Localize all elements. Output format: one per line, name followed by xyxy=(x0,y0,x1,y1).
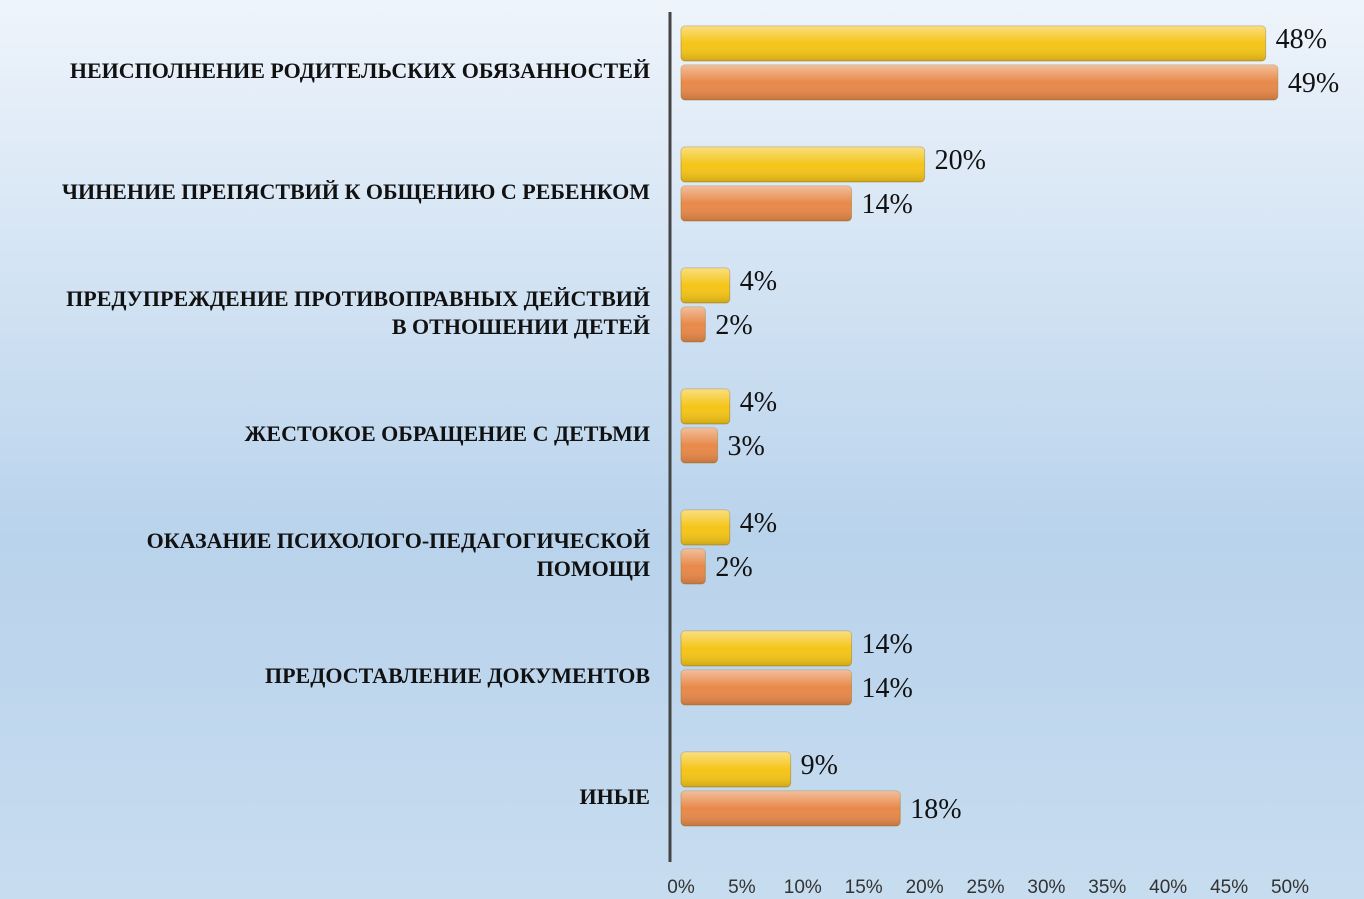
value-label: 2% xyxy=(715,310,752,341)
x-tick-label: 40% xyxy=(1149,877,1187,898)
value-label: 49% xyxy=(1288,68,1339,99)
value-label: 14% xyxy=(862,189,913,220)
bar-shine xyxy=(681,147,925,182)
x-tick-label: 10% xyxy=(784,877,822,898)
bar-shine xyxy=(681,389,730,424)
bar-shine xyxy=(681,670,852,705)
bar-shine xyxy=(681,791,901,826)
bar-shine xyxy=(681,428,718,463)
bar-shine xyxy=(681,268,730,303)
category-label: НЕИСПОЛНЕНИЕ РОДИТЕЛЬСКИХ ОБЯЗАННОСТЕЙ xyxy=(70,58,650,83)
x-tick-label: 0% xyxy=(667,877,695,898)
category-label: ПРЕДУПРЕЖДЕНИЕ ПРОТИВОПРАВНЫХ ДЕЙСТВИЙ В … xyxy=(66,286,650,339)
bar-shine xyxy=(681,186,852,221)
value-label: 2% xyxy=(715,552,752,583)
x-tick-label: 30% xyxy=(1027,877,1065,898)
value-label: 4% xyxy=(740,266,777,297)
x-tick-label: 50% xyxy=(1271,877,1309,898)
category-label: ЧИНЕНИЕ ПРЕПЯСТВИЙ К ОБЩЕНИЮ С РЕБЕНКОМ xyxy=(62,179,650,204)
bar-shine xyxy=(681,26,1266,61)
value-label: 14% xyxy=(862,673,913,704)
x-tick-label: 45% xyxy=(1210,877,1248,898)
category-label: ЖЕСТОКОЕ ОБРАЩЕНИЕ С ДЕТЬМИ xyxy=(245,421,650,446)
value-label: 9% xyxy=(801,750,838,781)
x-tick-label: 25% xyxy=(966,877,1004,898)
bar-shine xyxy=(681,752,791,787)
category-label: ОКАЗАНИЕ ПСИХОЛОГО-ПЕДАГОГИЧЕСКОЙ ПОМОЩИ xyxy=(147,528,650,581)
category-label: ИНЫЕ xyxy=(579,784,650,809)
value-label: 20% xyxy=(935,145,986,176)
x-tick-label: 20% xyxy=(906,877,944,898)
value-label: 14% xyxy=(862,629,913,660)
value-label: 4% xyxy=(740,387,777,418)
bar-shine xyxy=(681,631,852,666)
bar-shine xyxy=(681,65,1278,100)
bar-shine xyxy=(681,307,706,342)
value-label: 48% xyxy=(1276,24,1327,55)
x-tick-label: 5% xyxy=(728,877,756,898)
x-tick-label: 35% xyxy=(1088,877,1126,898)
bar-shine xyxy=(681,549,706,584)
value-label: 4% xyxy=(740,508,777,539)
value-label: 18% xyxy=(910,794,961,825)
x-tick-label: 15% xyxy=(845,877,883,898)
value-label: 3% xyxy=(728,431,765,462)
bar-shine xyxy=(681,510,730,545)
category-label: ПРЕДОСТАВЛЕНИЕ ДОКУМЕНТОВ xyxy=(265,663,650,688)
